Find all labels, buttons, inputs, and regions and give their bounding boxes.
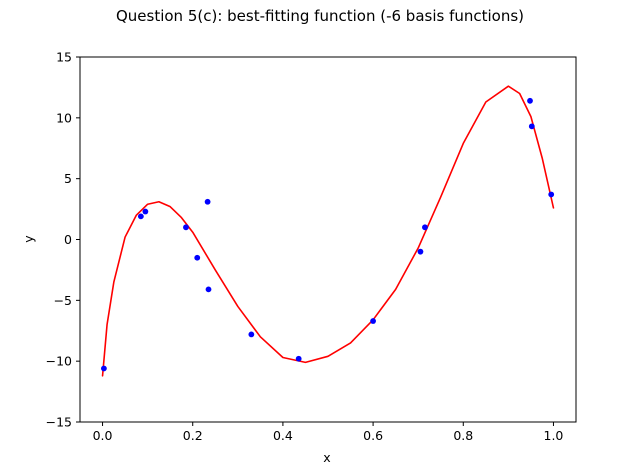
data-point [183, 224, 189, 231]
y-tick-label: 5 [64, 171, 72, 186]
x-tick-label: 0.6 [363, 428, 383, 443]
data-point [101, 365, 107, 372]
data-point [422, 224, 428, 231]
data-point [204, 198, 211, 205]
data-point [548, 191, 555, 198]
data-point [527, 97, 533, 104]
data-point [142, 208, 149, 215]
fit-curve [101, 85, 555, 377]
data-point [295, 355, 302, 362]
data-point [370, 318, 376, 324]
y-tick-label: −10 [46, 354, 72, 369]
data-point [417, 248, 424, 255]
y-tick-label: −5 [54, 293, 72, 308]
plot-area: 0.0 0.2 0.4 0.6 0.8 1.0 −15 −10 −5 0 5 10 15 [46, 50, 577, 443]
y-tick-label: 10 [56, 110, 72, 125]
x-tick-label: 1.0 [544, 428, 564, 443]
data-point [194, 254, 201, 261]
y-axis-label: y [21, 235, 36, 243]
y-tick-label: −15 [46, 415, 72, 430]
data-point [137, 213, 144, 220]
data-point [528, 123, 535, 130]
data-point [248, 331, 255, 338]
x-tick-label: 0.2 [183, 428, 203, 443]
y-tick-label: 0 [64, 232, 72, 247]
chart-title: Question 5(c): best-fitting function (-6… [116, 7, 524, 25]
x-tick-label: 0.4 [273, 428, 293, 443]
x-tick-label: 0.8 [453, 428, 473, 443]
y-tick-label: 15 [56, 50, 72, 65]
data-point [205, 286, 212, 293]
x-tick-label: 0.0 [93, 428, 113, 443]
x-axis-label: x [323, 450, 330, 465]
